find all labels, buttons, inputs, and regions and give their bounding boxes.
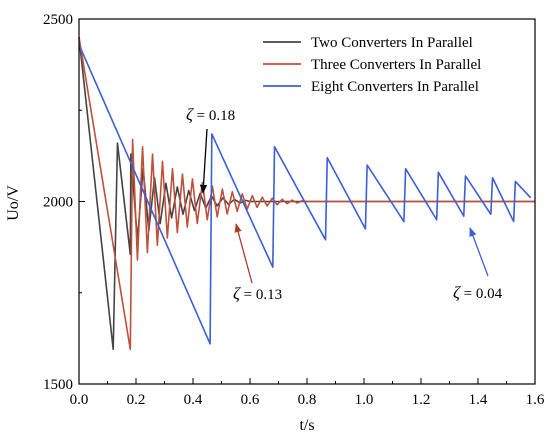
series-line-3 — [78, 44, 532, 345]
y-tick-label: 2500 — [43, 12, 73, 28]
annotation-label-1: ζ = 0.18 — [186, 105, 235, 124]
x-tick-label: 0.8 — [298, 392, 317, 408]
y-axis-title: Uo/V — [5, 185, 22, 221]
x-axis-title: t/s — [299, 417, 314, 434]
legend-label-3: Eight Converters In Parallel — [311, 79, 479, 95]
ticks: 0.0 0.2 0.4 0.6 0.8 1.0 1.2 1.4 1.6 1500 2000 2500 — [43, 12, 545, 408]
legend-label-1: Two Converters In Parallel — [311, 35, 473, 51]
series-layer — [78, 37, 535, 351]
x-tick-label: 0.0 — [70, 392, 89, 408]
x-tick-label: 1.4 — [469, 392, 488, 408]
x-tick-label: 1.0 — [355, 392, 374, 408]
x-tick-label: 0.4 — [184, 392, 203, 408]
legend-label-2: Three Converters In Parallel — [311, 57, 481, 73]
x-tick-label: 1.6 — [526, 392, 545, 408]
y-tick-label: 2000 — [43, 195, 73, 211]
series-line-1 — [78, 37, 535, 351]
legend: Two Converters In Parallel Three Converte… — [263, 35, 481, 95]
x-tick-label: 1.2 — [412, 392, 431, 408]
series-line-2 — [78, 37, 535, 351]
annotation-label-2: ζ = 0.13 — [233, 284, 282, 303]
annotations: ζ = 0.18 ζ = 0.13 ζ = 0.04 — [186, 105, 503, 303]
y-tick-label: 1500 — [43, 377, 73, 393]
annotation-label-3: ζ = 0.04 — [453, 283, 503, 302]
annotation-arrow-3 — [469, 227, 489, 277]
x-tick-label: 0.6 — [241, 392, 260, 408]
x-tick-label: 0.2 — [127, 392, 146, 408]
annotation-arrow-2 — [234, 223, 253, 284]
annotation-arrow-1 — [199, 128, 208, 194]
